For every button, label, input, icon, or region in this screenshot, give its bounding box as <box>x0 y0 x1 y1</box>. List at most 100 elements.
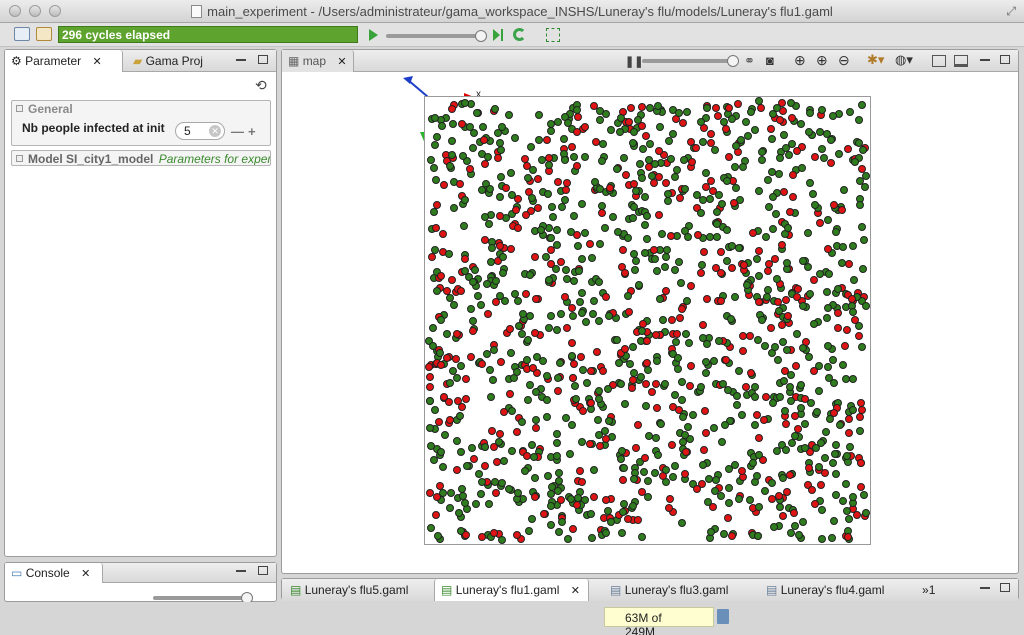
healthy-agent <box>724 386 732 394</box>
healthy-agent <box>693 191 701 199</box>
editor-tab[interactable]: ▤ Luneray's flu4.gaml <box>766 583 885 597</box>
minimize-icon[interactable] <box>980 59 990 61</box>
pause-display-icon[interactable]: ❚❚ <box>625 56 644 68</box>
close-icon[interactable]: ✕ <box>92 56 102 68</box>
healthy-agent <box>643 212 651 220</box>
clear-icon[interactable]: ✕ <box>209 125 221 137</box>
display-delay-knob[interactable] <box>727 55 739 67</box>
zoom-window-button[interactable] <box>49 5 61 17</box>
infected-agent <box>845 415 853 423</box>
edit-model-icon[interactable] <box>36 27 52 41</box>
healthy-agent <box>629 502 637 510</box>
garbage-collect-icon[interactable] <box>717 609 729 624</box>
healthy-agent <box>461 499 469 507</box>
healthy-agent <box>791 432 799 440</box>
heap-status[interactable]: 63M of 249M <box>604 607 714 635</box>
healthy-agent <box>858 223 866 231</box>
healthy-agent <box>481 443 489 451</box>
healthy-agent <box>806 179 814 187</box>
healthy-agent <box>641 193 649 201</box>
fullscreen-icon[interactable]: ⤢ <box>1006 4 1016 18</box>
maximize-icon[interactable] <box>258 55 268 64</box>
healthy-agent <box>496 193 504 201</box>
healthy-agent <box>532 416 540 424</box>
infected-agent <box>579 407 587 415</box>
more-tabs-indicator[interactable]: »1 <box>922 583 936 597</box>
decrement-icon[interactable]: — <box>231 124 244 139</box>
increment-icon[interactable]: + <box>248 124 256 139</box>
maximize-icon[interactable] <box>258 566 268 575</box>
zoom-in-icon[interactable]: ⊕ <box>816 52 828 68</box>
editor-tab[interactable]: ▤ Luneray's flu5.gaml <box>290 583 409 597</box>
tab-gama-projects-label: Gama Proj <box>145 54 203 68</box>
reload-icon[interactable] <box>513 28 526 41</box>
console-slider[interactable] <box>153 596 248 600</box>
healthy-agent <box>526 271 534 279</box>
selection-icon[interactable] <box>546 28 560 42</box>
infected-agent <box>717 269 725 277</box>
minimize-icon[interactable] <box>980 587 990 589</box>
healthy-agent <box>478 186 486 194</box>
healthy-agent <box>838 259 846 267</box>
healthy-agent <box>812 444 820 452</box>
infected-agent <box>857 399 865 407</box>
maximize-icon[interactable] <box>1000 583 1010 592</box>
healthy-agent <box>661 263 669 271</box>
tab-map[interactable]: ▦ map ✕ <box>282 50 354 72</box>
minimize-window-button[interactable] <box>29 5 41 17</box>
general-group-header[interactable]: General <box>12 101 270 117</box>
healthy-agent <box>553 326 561 334</box>
editor-tab[interactable]: ▤ Luneray's flu3.gaml <box>610 583 729 597</box>
infected-agent <box>481 462 489 470</box>
healthy-agent <box>662 253 670 261</box>
model-group-header[interactable]: Model SI_city1_model Parameters for expe… <box>12 151 270 165</box>
tab-parameter[interactable]: ⚙ Parameter ✕ <box>5 50 123 72</box>
close-icon[interactable]: ✕ <box>81 568 91 580</box>
speed-slider[interactable] <box>386 34 486 38</box>
close-icon[interactable]: ✕ <box>337 56 347 68</box>
play-icon[interactable] <box>369 29 378 41</box>
healthy-agent <box>771 343 779 351</box>
healthy-agent <box>613 165 621 173</box>
map-canvas[interactable] <box>424 96 871 545</box>
infected-agent <box>851 316 859 324</box>
tab-console[interactable]: ▭ Console ✕ <box>5 563 103 583</box>
healthy-agent <box>598 157 606 165</box>
healthy-agent <box>630 475 638 483</box>
minimize-icon[interactable] <box>236 59 246 61</box>
globe-icon[interactable]: ◍▾ <box>895 52 913 67</box>
revert-icon[interactable]: ⟲ <box>255 77 267 93</box>
tab-gama-projects[interactable]: ▰ Gama Proj <box>127 50 209 72</box>
agent-icon[interactable]: ✱▾ <box>867 52 885 67</box>
browse-populations-icon[interactable] <box>14 27 30 41</box>
step-icon[interactable] <box>493 29 503 41</box>
zoom-fit-icon[interactable]: ⊕ <box>794 52 806 68</box>
maximize-icon[interactable] <box>1000 55 1010 64</box>
layout-left-icon[interactable] <box>932 55 946 67</box>
camera-icon[interactable]: ◙ <box>766 53 774 68</box>
infected-agent <box>728 532 736 540</box>
healthy-agent <box>483 280 491 288</box>
infected-agent <box>747 369 755 377</box>
display-delay-slider[interactable] <box>642 59 732 63</box>
editor-tab-active[interactable]: ▤ Luneray's flu1.gaml ✕ <box>434 579 589 601</box>
healthy-agent <box>553 241 561 249</box>
healthy-agent <box>781 407 789 415</box>
healthy-agent <box>544 472 552 480</box>
healthy-agent <box>443 330 451 338</box>
nb-infected-input[interactable]: 5 ✕ <box>175 122 225 140</box>
healthy-agent <box>677 279 685 287</box>
healthy-agent <box>711 487 719 495</box>
healthy-agent <box>554 374 562 382</box>
healthy-agent <box>856 177 864 185</box>
healthy-agent <box>684 423 692 431</box>
link-icon[interactable]: ⚭ <box>744 53 755 68</box>
minimize-icon[interactable] <box>236 570 246 572</box>
speed-slider-knob[interactable] <box>475 30 487 42</box>
close-window-button[interactable] <box>9 5 21 17</box>
close-icon[interactable]: ✕ <box>570 585 580 597</box>
healthy-agent <box>570 212 578 220</box>
healthy-agent <box>545 324 553 332</box>
zoom-out-icon[interactable]: ⊖ <box>838 52 850 68</box>
layout-bottom-icon[interactable] <box>954 55 968 67</box>
